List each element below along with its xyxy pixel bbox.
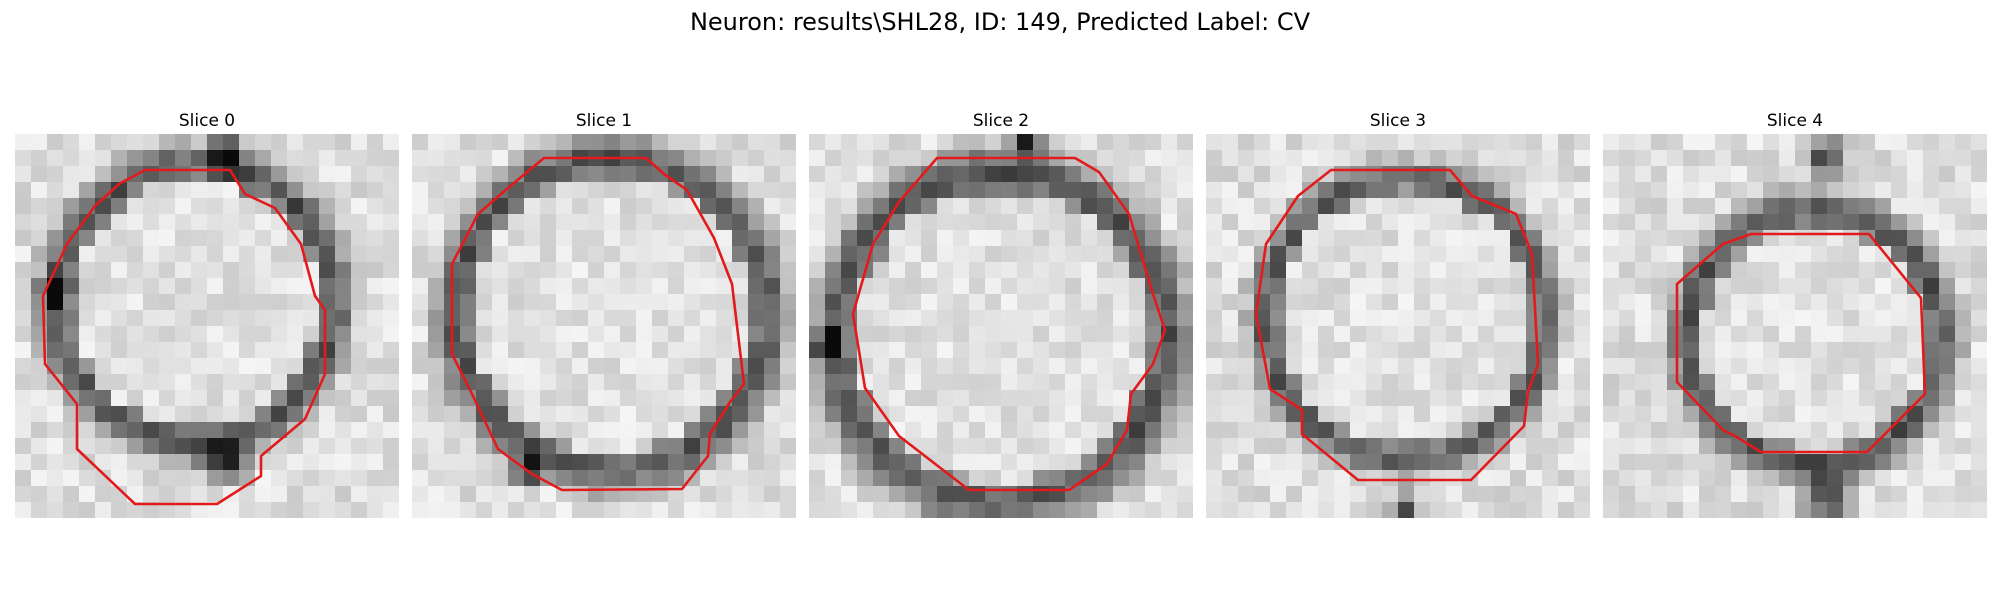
slice-image-4 — [1603, 134, 1987, 518]
contour-outline-1 — [450, 156, 746, 492]
slice-title-2: Slice 2 — [972, 111, 1030, 131]
contour-outline-0 — [41, 168, 327, 506]
slice-image-1 — [412, 134, 796, 518]
slice-panel-2: Slice 2 — [809, 110, 1193, 518]
figure-title: Neuron: results\SHL28, ID: 149, Predicte… — [689, 8, 1311, 36]
slice-image-2 — [809, 134, 1193, 518]
contour-outline-3 — [1254, 168, 1540, 482]
slice-title-3: Slice 3 — [1369, 111, 1427, 131]
slice-panel-4: Slice 4 — [1603, 110, 1987, 518]
slice-image-0 — [15, 134, 399, 518]
slice-title-0: Slice 0 — [178, 111, 236, 131]
slice-panel-1: Slice 1 — [412, 110, 796, 518]
contour-outline-2 — [851, 156, 1167, 492]
slice-title-4: Slice 4 — [1766, 111, 1824, 131]
contour-outline-4 — [1675, 232, 1927, 454]
slice-panel-0: Slice 0 — [15, 110, 399, 518]
slice-image-3 — [1206, 134, 1590, 518]
slice-title-1: Slice 1 — [575, 111, 633, 131]
slice-panel-3: Slice 3 — [1206, 110, 1590, 518]
